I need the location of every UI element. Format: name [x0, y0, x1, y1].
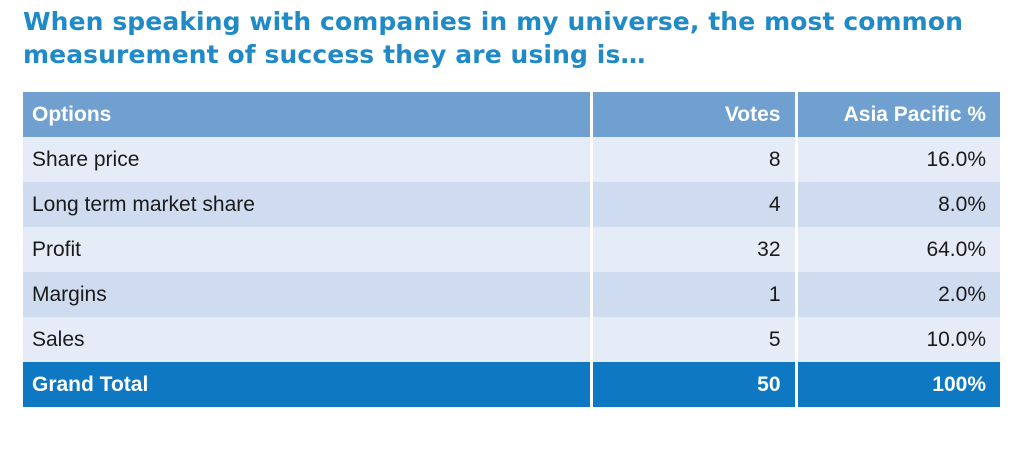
option-cell: Long term market share	[23, 182, 593, 227]
table-header-row: Options Votes Asia Pacific %	[23, 92, 1000, 137]
percent-cell: 8.0%	[796, 182, 1000, 227]
votes-cell: 1	[591, 272, 798, 317]
grand-total-votes: 50	[591, 362, 798, 407]
grand-total-label: Grand Total	[23, 362, 593, 407]
option-cell: Profit	[23, 227, 593, 272]
table-row: Profit 32 64.0%	[23, 227, 1000, 272]
votes-cell: 5	[591, 317, 798, 362]
table-row: Long term market share 4 8.0%	[23, 182, 1000, 227]
option-cell: Share price	[23, 137, 593, 182]
option-cell: Margins	[23, 272, 593, 317]
votes-cell: 8	[591, 137, 798, 182]
percent-cell: 10.0%	[796, 317, 1000, 362]
column-header-votes: Votes	[591, 92, 798, 137]
grand-total-percent: 100%	[796, 362, 1000, 407]
column-header-options: Options	[23, 92, 593, 137]
table-row: Share price 8 16.0%	[23, 137, 1000, 182]
percent-cell: 16.0%	[796, 137, 1000, 182]
option-cell: Sales	[23, 317, 593, 362]
table-row: Margins 1 2.0%	[23, 272, 1000, 317]
grand-total-row: Grand Total 50 100%	[23, 362, 1000, 407]
votes-cell: 32	[591, 227, 798, 272]
column-header-percent: Asia Pacific %	[796, 92, 1000, 137]
votes-cell: 4	[591, 182, 798, 227]
page-title: When speaking with companies in my unive…	[23, 7, 963, 69]
table-row: Sales 5 10.0%	[23, 317, 1000, 362]
results-table: Options Votes Asia Pacific % Share price…	[23, 92, 1000, 407]
percent-cell: 2.0%	[796, 272, 1000, 317]
percent-cell: 64.0%	[796, 227, 1000, 272]
